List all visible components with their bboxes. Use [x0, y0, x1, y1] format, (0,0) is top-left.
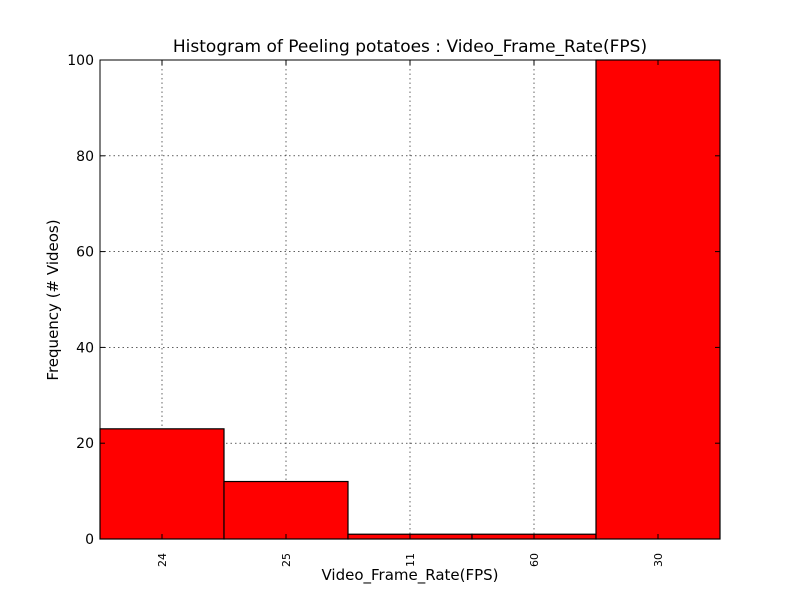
- x-tick-label: 30: [652, 553, 665, 567]
- x-tick-label: 60: [528, 553, 541, 567]
- x-axis-label: Video_Frame_Rate(FPS): [321, 566, 498, 585]
- y-axis-label: Frequency (# Videos): [44, 219, 62, 380]
- bar-24: [99, 428, 225, 540]
- x-tick-label: 24: [156, 553, 169, 567]
- y-tick-label: 60: [76, 245, 94, 261]
- bar-30: [595, 59, 721, 540]
- y-tick-label: 20: [76, 436, 94, 452]
- x-tick-label: 11: [404, 553, 417, 567]
- y-tick-label: 0: [85, 532, 94, 548]
- y-tick-label: 100: [67, 53, 94, 69]
- chart-title: Histogram of Peeling potatoes : Video_Fr…: [173, 37, 647, 57]
- y-tick-label: 40: [76, 340, 94, 356]
- x-tick-label: 25: [280, 553, 293, 567]
- bar-25: [223, 480, 349, 540]
- axis-ticks: 0 20 40 60 80 100 24 25 11 60 30: [67, 53, 720, 567]
- y-tick-label: 80: [76, 149, 94, 165]
